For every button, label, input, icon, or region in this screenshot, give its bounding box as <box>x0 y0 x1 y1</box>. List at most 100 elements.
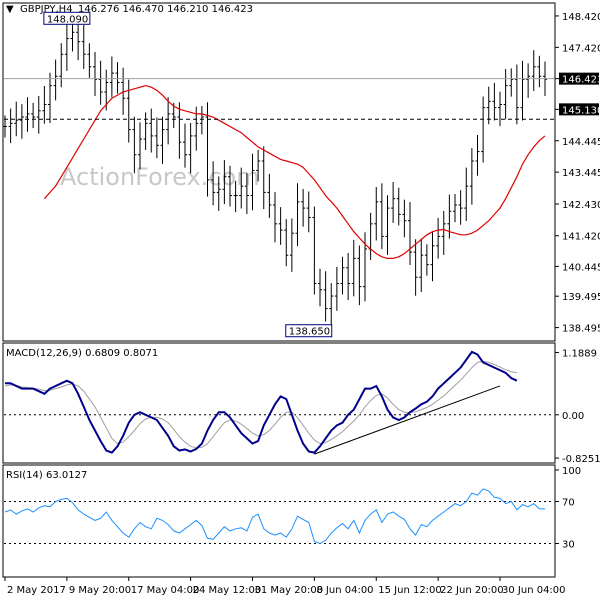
ohlc-bar <box>334 266 339 311</box>
ohlc-bar <box>250 153 255 211</box>
price-tag-label: 146.423 <box>562 75 600 86</box>
ohlc-bar <box>379 183 384 250</box>
ohlc-bar <box>216 176 221 211</box>
y-tick-label: 148.420 <box>562 12 600 23</box>
x-tick-label: 24 May 12:00 <box>193 585 262 596</box>
ohlc-bar <box>537 55 542 88</box>
rsi-panel-title: RSI(14) 63.0127 <box>6 470 87 481</box>
ohlc-bar <box>503 69 508 120</box>
ohlc-bar <box>469 148 474 205</box>
y-tick-label: 143.445 <box>562 168 600 179</box>
ohlc-bar <box>42 85 47 124</box>
ohlc-bar <box>59 43 64 88</box>
y-tick-label: 70 <box>562 498 575 509</box>
ohlc-bar <box>402 199 407 238</box>
price-panel-title: GBPJPY,H4 <box>20 4 73 15</box>
y-tick-label: 1.1889 <box>562 348 597 359</box>
ohlc-bar <box>301 188 306 227</box>
ohlc-bar <box>526 63 531 98</box>
ohlc-bar <box>138 122 142 170</box>
rsi-panel-border <box>2 464 556 578</box>
ohlc-bar <box>396 187 401 226</box>
x-tick-label: 31 May 20:00 <box>255 585 324 596</box>
ohlc-bar <box>132 116 137 174</box>
x-tick-label: 22 Jun 20:00 <box>440 585 504 596</box>
macd-trendline <box>314 385 501 455</box>
ohlc-bar <box>149 108 154 153</box>
y-tick-label: 140.445 <box>562 262 600 273</box>
ohlc-bar <box>25 97 30 132</box>
ohlc-bar <box>475 134 480 176</box>
ohlc-bar <box>228 165 232 207</box>
ohlc-bar <box>385 195 390 255</box>
price-panel-ohlc: 146.276 146.470 146.210 146.423 <box>78 4 253 15</box>
ohlc-bar <box>453 193 457 223</box>
x-tick-label: 8 Jun 04:00 <box>316 585 373 596</box>
x-tick-label: 2 May 2017 <box>7 585 66 596</box>
ohlc-bar <box>374 187 379 241</box>
macd-panel-title: MACD(12,26,9) 0.6809 0.8071 <box>6 348 158 359</box>
ohlc-bar <box>14 101 19 137</box>
ohlc-bar <box>492 82 497 121</box>
ohlc-bar <box>278 207 283 245</box>
ohlc-bar <box>109 56 114 98</box>
y-tick-label: 141.420 <box>562 232 600 243</box>
ohlc-bar <box>8 108 13 144</box>
x-tick-label: 30 Jun 04:00 <box>502 585 566 596</box>
ohlc-bar <box>166 97 171 145</box>
ohlc-bar <box>98 60 103 105</box>
price-tag-bg <box>559 103 599 116</box>
ohlc-bar <box>64 23 69 71</box>
ohlc-bar <box>188 123 193 174</box>
x-tick-label: 15 Jun 12:00 <box>378 585 442 596</box>
ohlc-bar <box>458 190 463 225</box>
ohlc-bar <box>93 52 97 97</box>
x-tick-label: 9 May 20:00 <box>69 585 131 596</box>
ohlc-bar <box>520 60 525 121</box>
price-annotations: 148.090 138.650 <box>43 11 333 338</box>
ohlc-bar <box>177 102 182 159</box>
ohlc-bar <box>531 50 536 91</box>
y-tick-label: 138.495 <box>562 324 600 335</box>
ohlc-bar <box>19 104 24 139</box>
price-panel: ActionForex.com 148.420147.420146.423145… <box>2 2 600 342</box>
ohlc-bar <box>318 268 322 307</box>
ohlc-bar <box>31 102 36 129</box>
annotation-label: 138.650 <box>289 327 330 338</box>
ohlc-bar <box>481 96 486 163</box>
ohlc-bar <box>48 72 52 124</box>
ohlc-bar <box>486 86 491 125</box>
ohlc-bar <box>154 117 159 159</box>
y-tick-label: 142.430 <box>562 200 600 211</box>
price-tag-label: 145.130 <box>562 105 600 116</box>
ohlc-bar <box>391 182 396 223</box>
y-tick-label: 139.495 <box>562 292 600 303</box>
ohlc-bar <box>222 160 227 205</box>
y-tick-label: -0.8251 <box>562 454 600 465</box>
ohlc-bar <box>53 59 58 101</box>
ohlc-bar <box>205 102 210 197</box>
ohlc-bar <box>509 68 514 97</box>
ohlc-bar <box>419 238 424 292</box>
ohlc-bar <box>424 244 429 276</box>
ohlc-bar <box>36 96 41 134</box>
y-tick-label: 0.00 <box>562 411 584 422</box>
ohlc-bar <box>267 173 272 218</box>
rsi-panel: 100 70 30 RSI(14) 63.0127 <box>2 464 581 578</box>
macd-line <box>5 350 518 454</box>
y-tick-label: 30 <box>562 540 575 551</box>
ohlc-bar <box>284 219 289 267</box>
ohlc-bar <box>256 150 261 182</box>
rsi-y-axis: 100 70 30 <box>555 466 581 551</box>
ohlc-bar <box>261 146 266 210</box>
rsi-levels <box>4 501 554 544</box>
ohlc-bar <box>346 253 351 301</box>
ohlc-bar <box>430 231 435 282</box>
ohlc-bar <box>289 218 294 272</box>
ohlc-bar <box>233 180 238 213</box>
ohlc-bar <box>514 64 519 125</box>
title-marker: ▼ <box>6 4 14 15</box>
price-bars <box>3 13 547 328</box>
